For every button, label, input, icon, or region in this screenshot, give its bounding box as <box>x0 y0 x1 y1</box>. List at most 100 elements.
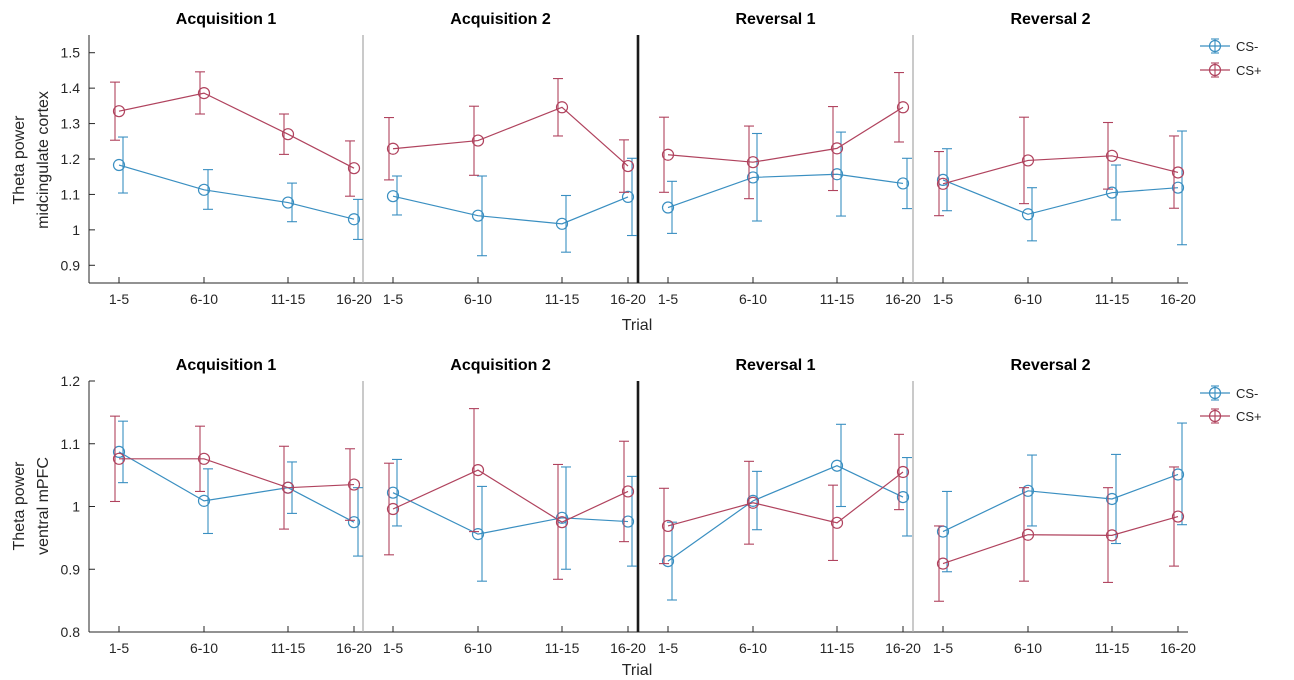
data-point <box>471 464 485 477</box>
data-point <box>555 511 569 524</box>
panel-title: Acquisition 1 <box>176 11 277 28</box>
series-line <box>942 179 1179 215</box>
series-line <box>942 515 1179 565</box>
data-point <box>347 162 361 175</box>
legend-label: CS+ <box>1236 409 1262 424</box>
series-cs-minus <box>386 458 637 582</box>
data-point <box>347 213 361 226</box>
data-point <box>746 496 760 509</box>
data-point <box>621 190 635 204</box>
series-line <box>942 155 1179 185</box>
x-tick-label: 16-20 <box>610 291 646 307</box>
data-point <box>197 494 211 507</box>
y-axis-title-line: ventral mPFC <box>35 457 52 555</box>
data-point <box>896 101 910 114</box>
x-tick-label: 6-10 <box>1014 640 1042 656</box>
x-tick-label: 16-20 <box>336 291 372 307</box>
series-cs-minus <box>661 131 912 234</box>
series-cs-minus <box>112 136 363 240</box>
data-point <box>1171 181 1185 194</box>
panel-title: Acquisition 2 <box>450 11 551 28</box>
panel-reversal-2: Reversal 2 1-5 6-10 11-15 16-20 <box>933 357 1196 656</box>
data-point <box>1105 149 1119 162</box>
panel-acquisition-2: Acquisition 2 1-5 6-10 11-15 16-20 <box>383 357 646 656</box>
data-point <box>936 173 950 187</box>
data-point <box>621 515 635 528</box>
data-point <box>197 452 211 465</box>
x-tick-label: 6-10 <box>190 640 218 656</box>
x-tick-label: 1-5 <box>933 640 953 656</box>
data-point <box>281 481 295 494</box>
series-line <box>667 106 904 163</box>
data-point <box>112 452 126 465</box>
data-point <box>1021 484 1035 497</box>
data-point <box>661 201 675 214</box>
panel-title: Reversal 2 <box>1010 357 1090 374</box>
panel-reversal-1: Reversal 1 1-5 6-10 11-15 16-20 <box>658 11 921 307</box>
series-line <box>118 164 355 220</box>
chart-row-2: 0.8 0.9 1 1.1 1.2 Theta power ventral mPFC Tria… <box>11 357 1262 679</box>
series-cs-plus <box>659 433 910 565</box>
x-tick-label: 6-10 <box>1014 291 1042 307</box>
panel-title: Acquisition 2 <box>450 357 551 374</box>
data-point <box>1105 186 1119 199</box>
data-point <box>936 557 950 570</box>
x-tick-label: 16-20 <box>1160 291 1196 307</box>
series-cs-minus <box>661 423 912 601</box>
series-line <box>118 451 355 523</box>
y-tick-label: 1.1 <box>61 186 81 202</box>
x-tick-label: 11-15 <box>820 640 855 656</box>
data-point <box>896 490 910 504</box>
data-point <box>471 528 485 541</box>
x-tick-label: 11-15 <box>1095 640 1130 656</box>
y-tick-label: 1.3 <box>61 116 81 132</box>
legend-marker <box>1208 386 1222 400</box>
data-point <box>555 217 569 230</box>
data-point <box>1021 154 1035 167</box>
panel-acquisition-2: Acquisition 2 1-5 6-10 11-15 16-20 <box>383 11 646 307</box>
data-point <box>830 168 844 181</box>
data-point <box>1105 492 1119 506</box>
y-axis-title-line: midcingulate cortex <box>35 91 52 229</box>
x-tick-label: 6-10 <box>190 291 218 307</box>
series-line <box>392 492 629 535</box>
y-axis-title: Theta power midcingulate cortex <box>11 91 52 229</box>
y-tick-label: 1 <box>72 222 80 238</box>
data-point <box>896 177 910 190</box>
series-line <box>118 92 355 169</box>
series-cs-plus <box>659 72 910 200</box>
data-point <box>936 177 950 190</box>
x-tick-label: 16-20 <box>885 640 921 656</box>
series-cs-plus <box>934 116 1185 217</box>
data-point <box>621 159 635 173</box>
x-tick-label: 16-20 <box>1160 640 1196 656</box>
legend-marker <box>1208 63 1222 77</box>
data-point <box>1171 468 1185 481</box>
legend-item-cs-plus: CS+ <box>1200 62 1262 78</box>
x-tick-label: 1-5 <box>383 640 403 656</box>
series-line <box>942 473 1179 533</box>
series-cs-minus <box>112 420 363 557</box>
data-point <box>830 142 844 155</box>
series-line <box>119 458 355 489</box>
panel-title: Acquisition 1 <box>176 357 277 374</box>
x-tick-label: 1-5 <box>658 291 678 307</box>
y-tick-label: 1.4 <box>61 80 81 96</box>
data-point <box>386 190 400 203</box>
legend-label: CS+ <box>1236 63 1262 78</box>
data-point <box>661 519 675 533</box>
x-tick-label: 6-10 <box>464 291 492 307</box>
x-tick-label: 6-10 <box>739 291 767 307</box>
series-line <box>392 106 629 167</box>
legend-item-cs-minus: CS- <box>1200 385 1258 401</box>
series-cs-plus <box>384 78 635 193</box>
series-line <box>667 173 904 209</box>
data-point <box>197 87 211 100</box>
y-tick-label: 1.5 <box>61 45 81 61</box>
x-tick-label: 11-15 <box>271 291 306 307</box>
data-point <box>746 171 760 184</box>
series-cs-plus <box>384 408 635 580</box>
y-tick-label: 0.9 <box>61 257 81 273</box>
panel-acquisition-1: Acquisition 1 1-5 6-10 11-15 16-20 <box>109 11 372 307</box>
data-point <box>471 134 485 147</box>
